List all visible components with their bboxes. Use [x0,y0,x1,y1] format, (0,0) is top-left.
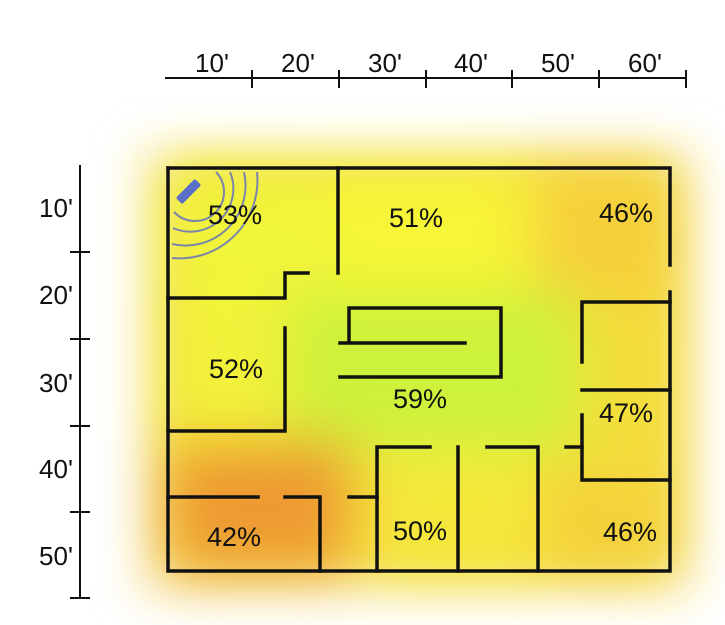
room-signal-label: 47% [599,398,653,428]
left-scale-label: 30' [39,368,73,398]
left-scale-label: 40' [39,454,73,484]
top-scale-label: 60' [628,48,662,78]
left-scale-label: 20' [39,280,73,310]
room-signal-label: 52% [209,354,263,384]
left-scale-label: 10' [39,193,73,223]
top-scale-label: 10' [195,48,229,78]
wifi-router-icon [171,171,259,260]
top-scale-label: 50' [541,48,575,78]
walls [166,166,672,573]
top-scale-label: 30' [368,48,402,78]
left-scale: 10' 20' 30' 40' 50' [39,165,90,599]
left-scale-label: 50' [39,541,73,571]
room-signal-label: 46% [603,517,657,547]
room-signal-label: 59% [393,384,447,414]
top-scale-label: 40' [454,48,488,78]
room-signal-label: 51% [389,203,443,233]
top-scale-label: 20' [281,48,315,78]
signal-heatmap [135,145,700,600]
signal-labels: 53% 51% 46% 52% 59% 47% 42% 50% 46% [207,198,657,552]
room-signal-label: 50% [393,516,447,546]
room-signal-label: 46% [599,198,653,228]
top-scale: 10' 20' 30' 40' 50' 60' [165,48,687,88]
room-signal-label: 42% [207,522,261,552]
room-signal-label: 53% [208,200,262,230]
